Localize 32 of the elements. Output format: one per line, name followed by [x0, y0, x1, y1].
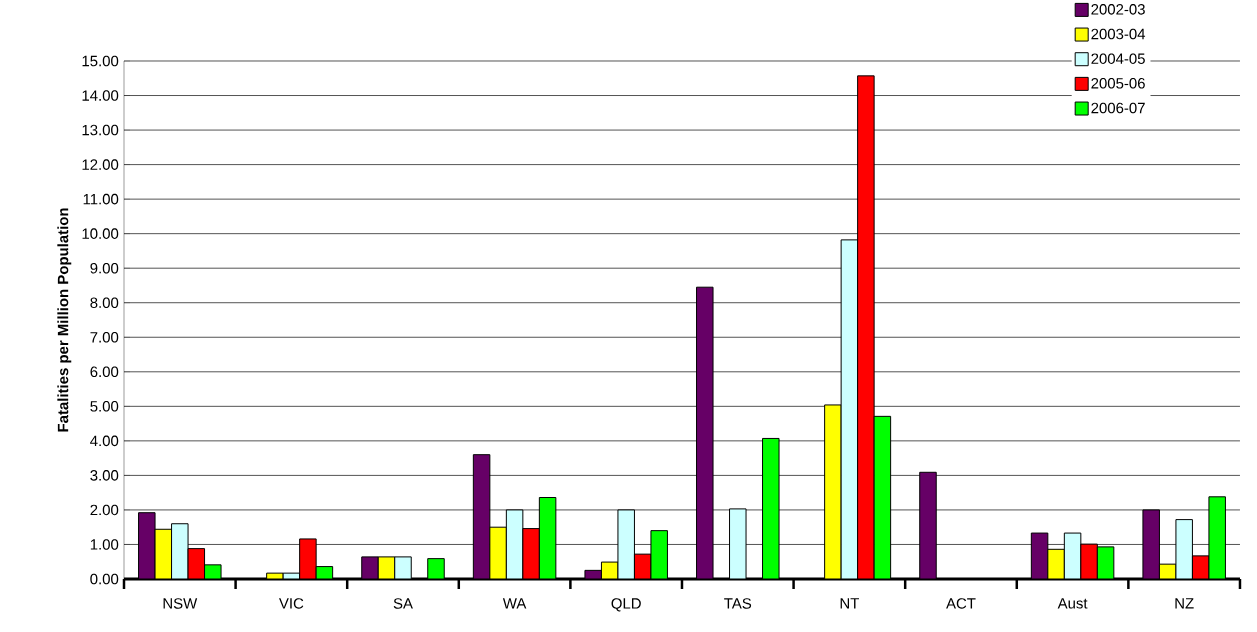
x-tick-label: QLD: [611, 598, 641, 612]
y-tick-label: 15.00: [82, 55, 119, 67]
y-tick-label: 6.00: [90, 366, 119, 378]
y-tick-label: 12.00: [82, 159, 119, 170]
legend-label: 2005-06: [1091, 78, 1145, 89]
legend-label: 2002-03: [1091, 4, 1145, 15]
x-tick-label: Aust: [1057, 598, 1088, 609]
y-tick-label: 10.00: [82, 228, 119, 239]
x-tick-label: SA: [393, 598, 413, 609]
y-tick-label: 13.00: [82, 124, 119, 136]
legend-label: 2003-04: [1091, 28, 1146, 40]
y-tick-label: 4.00: [90, 435, 119, 447]
x-tick-label: NT: [840, 598, 859, 609]
x-tick-label: WA: [502, 598, 527, 609]
x-tick-label: NSW: [163, 598, 198, 609]
x-tick-label: TAS: [724, 598, 752, 609]
y-axis-title: Fatalities per Million Population: [57, 208, 72, 432]
y-tick-label: 3.00: [90, 470, 119, 481]
y-tick-label: 0.00: [90, 573, 119, 585]
legend-label: 2004-05: [1091, 53, 1145, 64]
y-tick-label: 9.00: [90, 262, 119, 274]
y-tick-label: 11.00: [83, 193, 119, 205]
y-tick-label: 1.00: [90, 539, 119, 550]
y-tick-label: 7.00: [90, 331, 119, 343]
x-tick-label: VIC: [279, 598, 304, 609]
legend-label: 2006-07: [1091, 102, 1145, 114]
x-tick-label: ACT: [946, 598, 976, 609]
y-tick-label: 5.00: [90, 401, 119, 412]
y-tick-label: 14.00: [82, 90, 119, 101]
y-tick-label: 2.00: [90, 504, 119, 516]
x-tick-label: NZ: [1175, 598, 1194, 609]
y-tick-label: 8.00: [90, 297, 119, 309]
